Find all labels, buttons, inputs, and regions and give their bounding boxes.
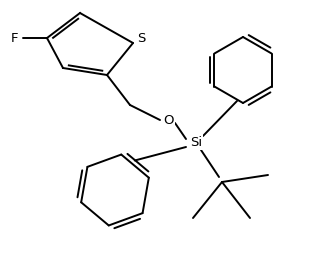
Text: O: O [163, 114, 173, 126]
Text: S: S [137, 33, 145, 45]
Text: Si: Si [190, 135, 202, 149]
Text: F: F [11, 31, 19, 44]
